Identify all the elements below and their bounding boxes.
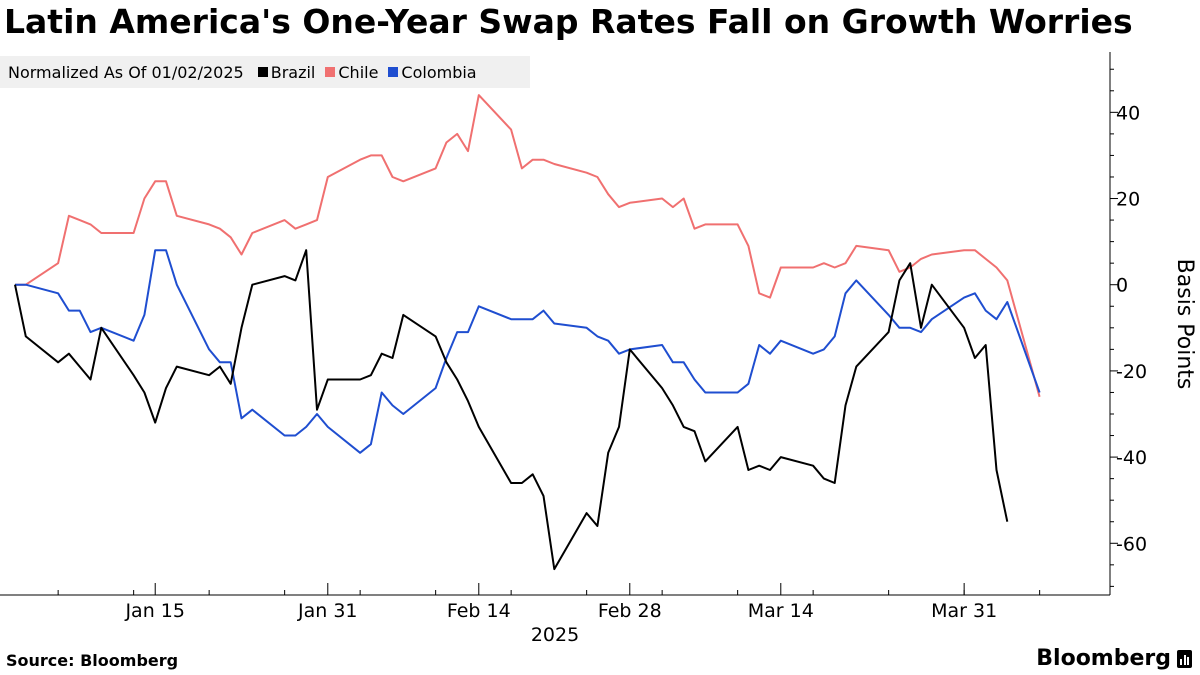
legend-label-colombia: Colombia — [401, 62, 477, 82]
y-tick-label: -60 — [1116, 533, 1147, 555]
brand-name: Bloomberg — [1036, 646, 1171, 671]
y-tick-label: 0 — [1116, 275, 1128, 297]
x-tick-label: Jan 15 — [124, 600, 185, 622]
legend-label-brazil: Brazil — [270, 62, 316, 82]
x-tick-label: Mar 31 — [931, 600, 997, 622]
legend-item-chile: Chile — [325, 63, 378, 82]
legend-swatch-chile — [325, 67, 336, 77]
legend-item-colombia: Colombia — [388, 62, 477, 82]
legend-item-brazil: Brazil — [257, 62, 316, 82]
x-tick-label: Jan 31 — [297, 600, 358, 622]
x-tick-label: Mar 14 — [748, 600, 814, 622]
x-year-label: 2025 — [531, 624, 579, 646]
series-line-brazil — [14, 249, 1009, 571]
series-line-colombia — [15, 249, 1041, 454]
y-tick-label: -40 — [1116, 447, 1147, 469]
series-line-chile — [15, 94, 1041, 398]
legend-label-chile: Chile — [338, 62, 379, 82]
y-tick-label: -20 — [1116, 361, 1147, 383]
source-note: Source: Bloomberg — [6, 651, 179, 670]
y-axis-label: Basis Points — [1172, 259, 1197, 390]
y-tick-label: 40 — [1116, 102, 1140, 124]
y-tick-label: 20 — [1116, 189, 1140, 211]
legend-note: Normalized As Of 01/02/2025 — [8, 62, 244, 82]
bloomberg-icon — [1177, 649, 1192, 668]
x-tick-label: Feb 14 — [447, 600, 511, 622]
brand-logo: Bloomberg — [1036, 646, 1192, 671]
legend-swatch-brazil — [257, 67, 268, 77]
x-tick-label: Feb 28 — [598, 600, 662, 622]
chart-title: Latin America's One-Year Swap Rates Fall… — [4, 2, 1133, 41]
legend: Normalized As Of 01/02/2025 Brazil Chile… — [0, 56, 530, 88]
legend-swatch-colombia — [388, 67, 399, 77]
